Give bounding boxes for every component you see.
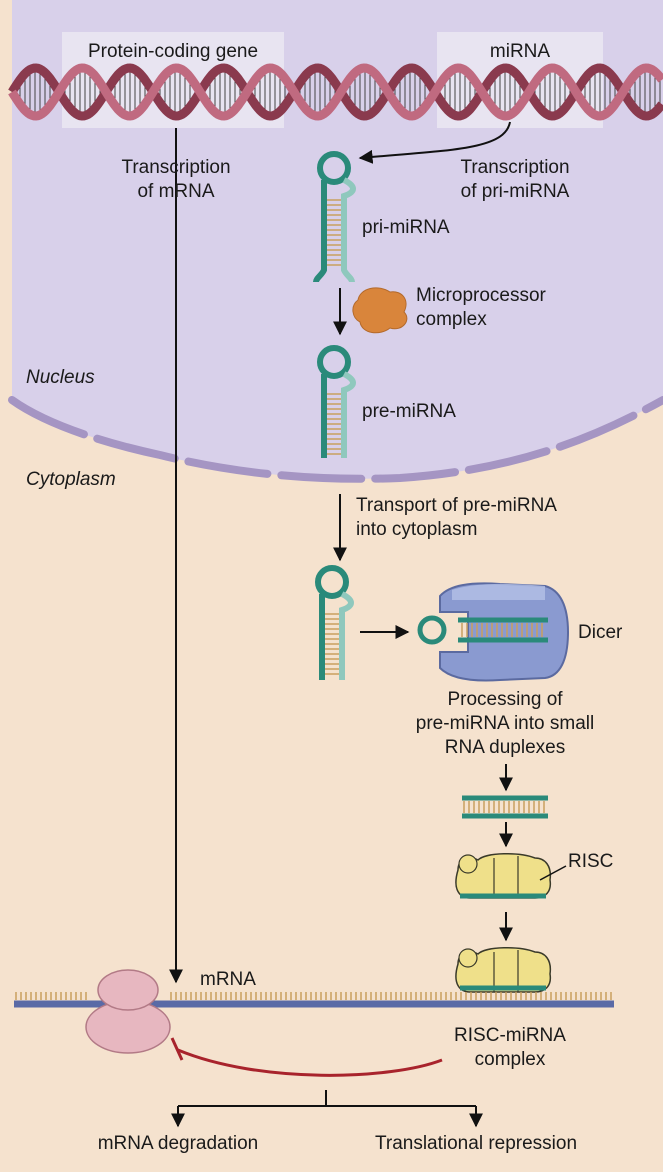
inhibition-arrow bbox=[177, 1048, 443, 1077]
transcription-mrna-label-1: Transcription bbox=[121, 157, 231, 178]
mrna-label: mRNA bbox=[200, 969, 256, 990]
transport-label-1: Transport of pre-miRNA bbox=[356, 495, 557, 516]
rna-duplex bbox=[462, 795, 548, 819]
processing-label-2: pre-miRNA into small bbox=[415, 713, 595, 734]
dicer-enzyme bbox=[417, 582, 570, 682]
dna-strand-back bbox=[8, 63, 663, 121]
transport-label-2: into cytoplasm bbox=[356, 519, 478, 540]
translational-repression-label: Translational repression bbox=[374, 1133, 578, 1154]
risc-mirna-complex-label-1: RISC-miRNA bbox=[454, 1025, 566, 1046]
risc-label: RISC bbox=[568, 851, 614, 872]
microprocessor-complex bbox=[352, 287, 408, 334]
risc-complex bbox=[455, 853, 567, 899]
nucleus-label: Nucleus bbox=[26, 367, 95, 388]
microprocessor-label-2: complex bbox=[416, 309, 487, 330]
processing-label-3: RNA duplexes bbox=[444, 737, 566, 758]
transcription-pri-label-1: Transcription bbox=[460, 157, 570, 178]
mirna-gene-label: miRNA bbox=[489, 41, 551, 62]
transcription-mrna-label-2: of mRNA bbox=[137, 181, 215, 202]
nuclear-envelope bbox=[8, 396, 663, 483]
protein-coding-gene-label: Protein-coding gene bbox=[87, 41, 259, 62]
cytoplasmic-pre-mirna-hairpin bbox=[315, 565, 354, 680]
risc-mirna-complex bbox=[455, 947, 552, 993]
processing-label-1: Processing of bbox=[447, 689, 563, 710]
dicer-label: Dicer bbox=[578, 622, 623, 643]
pri-mirna-transcription-arrow bbox=[358, 121, 511, 164]
pre-mirna-label: pre-miRNA bbox=[362, 401, 456, 422]
pri-mirna-label: pri-miRNA bbox=[362, 217, 450, 238]
pre-mirna-hairpin bbox=[317, 345, 356, 458]
mrna-degradation-label: mRNA degradation bbox=[97, 1133, 259, 1154]
pri-mirna-hairpin bbox=[313, 151, 356, 283]
ribosome bbox=[85, 969, 171, 1054]
cytoplasm-label: Cytoplasm bbox=[26, 469, 116, 490]
dna-strand-front bbox=[8, 63, 663, 121]
dna-double-helix bbox=[8, 63, 663, 121]
microprocessor-label-1: Microprocessor bbox=[416, 285, 546, 306]
risc-mirna-complex-label-2: complex bbox=[474, 1049, 546, 1070]
outcome-bracket bbox=[171, 1090, 483, 1128]
transcription-pri-label-2: of pri-miRNA bbox=[460, 181, 570, 202]
